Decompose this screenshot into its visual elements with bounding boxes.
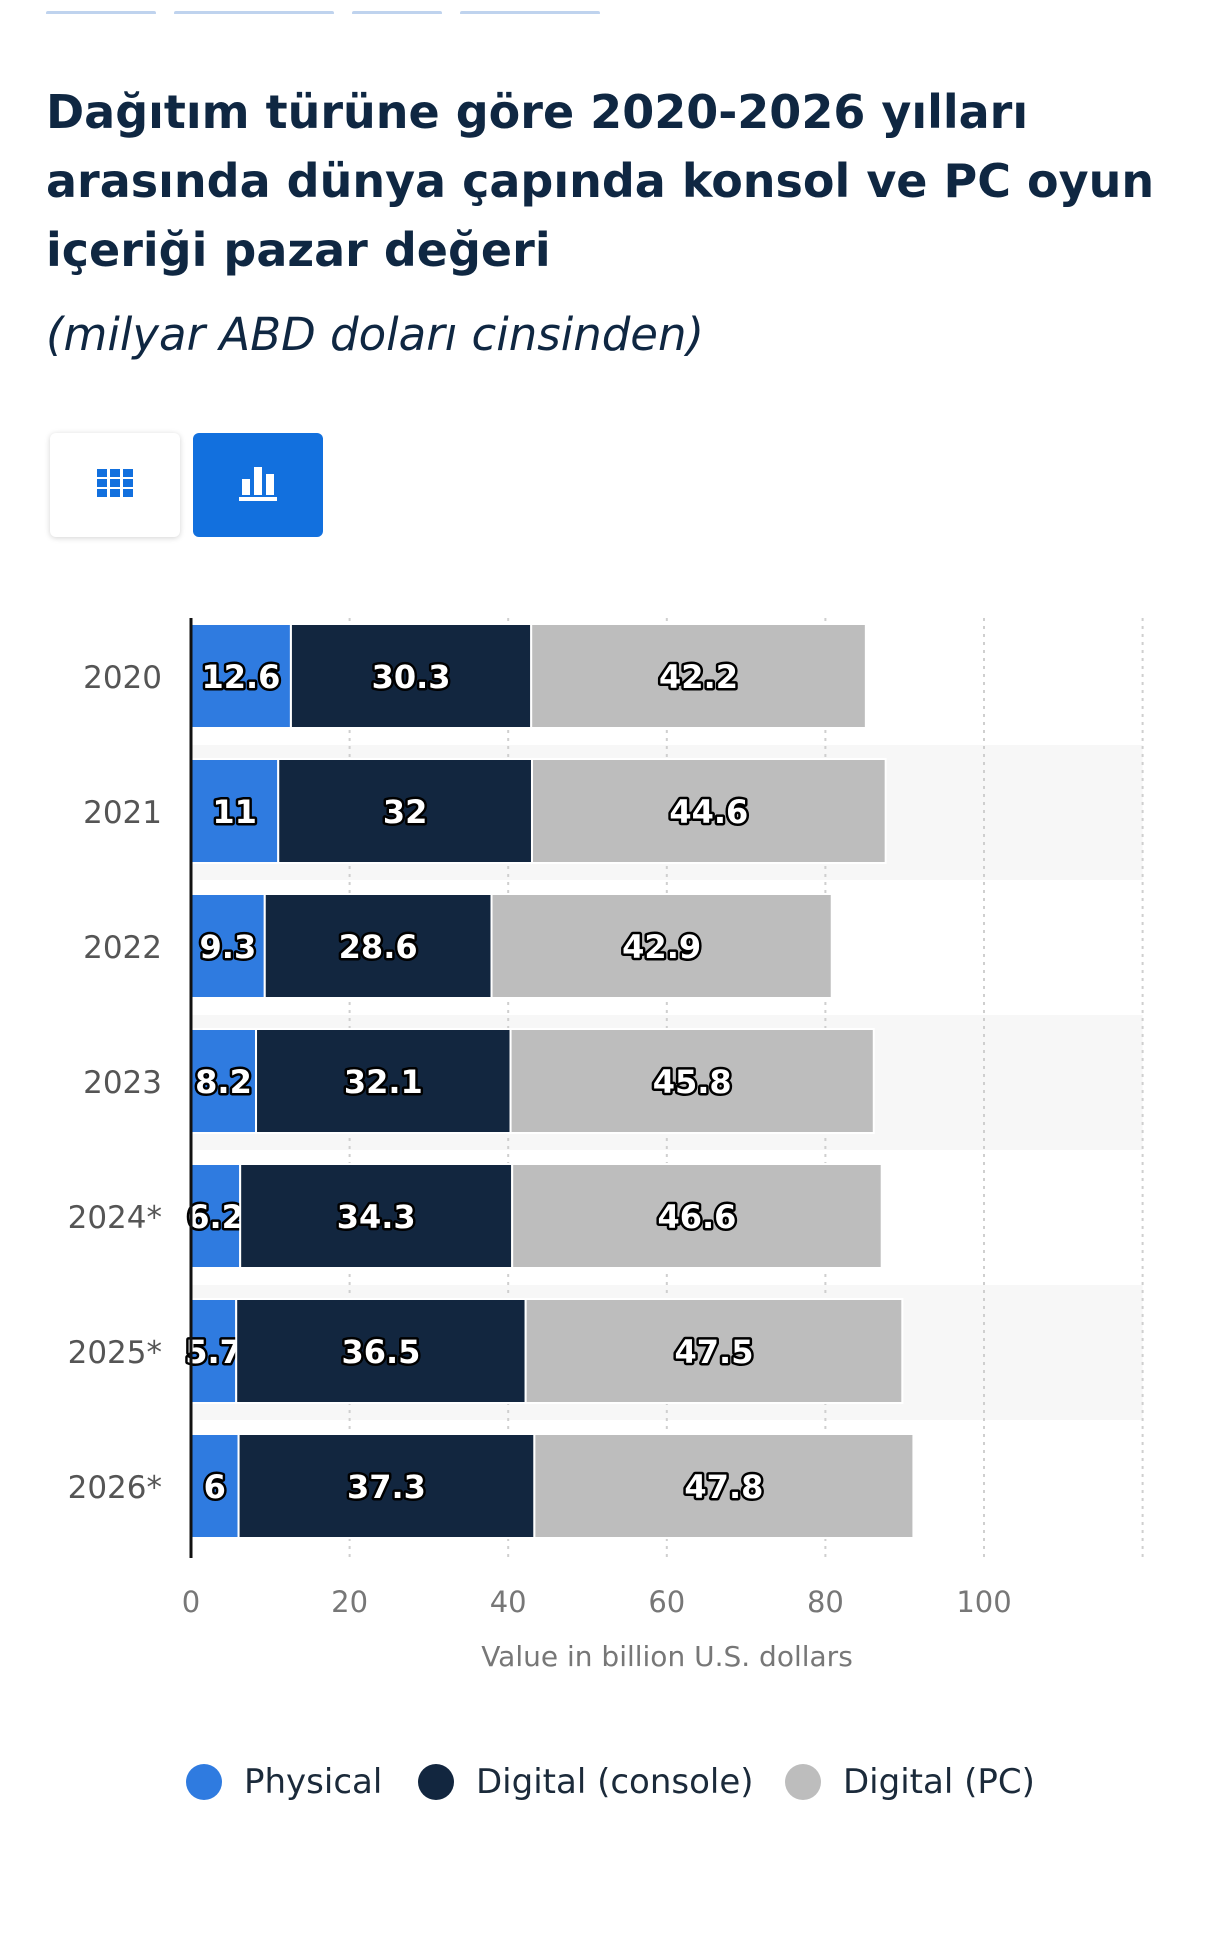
legend: Physical Digital (console) Digital (PC)	[0, 1752, 1220, 1812]
x-tick-label: 40	[490, 1585, 527, 1619]
bar-segment	[289, 623, 533, 729]
data-label: 36.5	[341, 1333, 420, 1371]
chart-subtitle: (milyar ABD doları cinsinden)	[46, 308, 705, 361]
bar-segment	[255, 1028, 512, 1134]
data-label: 46.6	[657, 1198, 736, 1236]
bar-segment	[190, 893, 266, 999]
grid-icon	[97, 469, 133, 501]
data-label: 32	[383, 793, 428, 831]
legend-item-digital-pc[interactable]: Digital (PC)	[785, 1752, 1035, 1812]
legend-label-digital-console: Digital (console)	[476, 1762, 754, 1802]
chart-view-button[interactable]	[193, 433, 323, 537]
y-tick-label: 2022	[83, 930, 162, 966]
bar-segment	[530, 758, 887, 864]
legend-label-digital-pc: Digital (PC)	[843, 1762, 1035, 1802]
top-strip	[46, 0, 746, 14]
bar-segment	[490, 893, 833, 999]
y-tick-label: 2024*	[68, 1200, 162, 1236]
legend-label-physical: Physical	[244, 1762, 383, 1802]
data-label: 5.7	[185, 1333, 242, 1371]
bar-chart-icon	[239, 465, 277, 505]
y-tick-label: 2023	[83, 1065, 162, 1101]
bar-segment	[524, 1298, 904, 1404]
legend-dot-digital-pc	[785, 1764, 821, 1800]
data-label: 11	[212, 793, 257, 831]
bar-segment	[235, 1298, 527, 1404]
data-label: 6.2	[187, 1198, 244, 1236]
data-label: 47.8	[684, 1468, 763, 1506]
data-label: 42.9	[622, 928, 701, 966]
y-tick-label: 2020	[83, 660, 162, 696]
bar-segment	[237, 1433, 536, 1539]
y-tick-label: 2021	[83, 795, 162, 831]
x-tick-label: 100	[956, 1585, 1011, 1619]
y-tick-label: 2025*	[68, 1335, 162, 1371]
bar-segment	[277, 758, 533, 864]
data-label: 30.3	[372, 658, 451, 696]
data-label: 8.2	[195, 1063, 252, 1101]
legend-item-digital-console[interactable]: Digital (console)	[418, 1752, 754, 1812]
legend-dot-digital-console	[418, 1764, 454, 1800]
bar-segment	[190, 758, 280, 864]
data-label: 32.1	[344, 1063, 423, 1101]
x-tick-label: 20	[331, 1585, 368, 1619]
stacked-bar-chart: 12.6 30.3 42.2 2020 11 32 44.6 2021 9.3 28.6 42.9 2…	[68, 618, 1144, 1673]
data-label: 9.3	[200, 928, 257, 966]
data-label: 34.3	[337, 1198, 416, 1236]
bar-segment	[509, 1028, 875, 1134]
legend-dot-physical	[186, 1764, 222, 1800]
chart-title: Dağıtım türüne göre 2020-2026 yılları ar…	[46, 85, 1155, 277]
x-tick-label: 80	[807, 1585, 844, 1619]
chart-area: 12.6 30.3 42.2 2020 11 32 44.6 2021 9.3 28.6 42.9 2…	[0, 600, 1220, 1700]
y-tick-label: 2026*	[68, 1470, 162, 1506]
bar-segment	[263, 893, 493, 999]
data-label: 44.6	[669, 793, 748, 831]
data-label: 42.2	[659, 658, 738, 696]
bar-segment	[533, 1433, 915, 1539]
table-view-button[interactable]	[50, 433, 180, 537]
data-label: 6	[204, 1468, 226, 1506]
data-label: 47.5	[675, 1333, 754, 1371]
data-label: 45.8	[653, 1063, 732, 1101]
bar-segment	[239, 1163, 514, 1269]
x-axis-title: Value in billion U.S. dollars	[481, 1640, 853, 1673]
bar-segment	[530, 623, 867, 729]
data-label: 37.3	[347, 1468, 426, 1506]
legend-item-physical[interactable]: Physical	[186, 1752, 382, 1812]
bar-segment	[511, 1163, 883, 1269]
bar-segment	[190, 1028, 258, 1134]
x-tick-label: 0	[182, 1585, 200, 1619]
x-tick-label: 60	[648, 1585, 685, 1619]
data-label: 12.6	[201, 658, 280, 696]
data-label: 28.6	[339, 928, 418, 966]
